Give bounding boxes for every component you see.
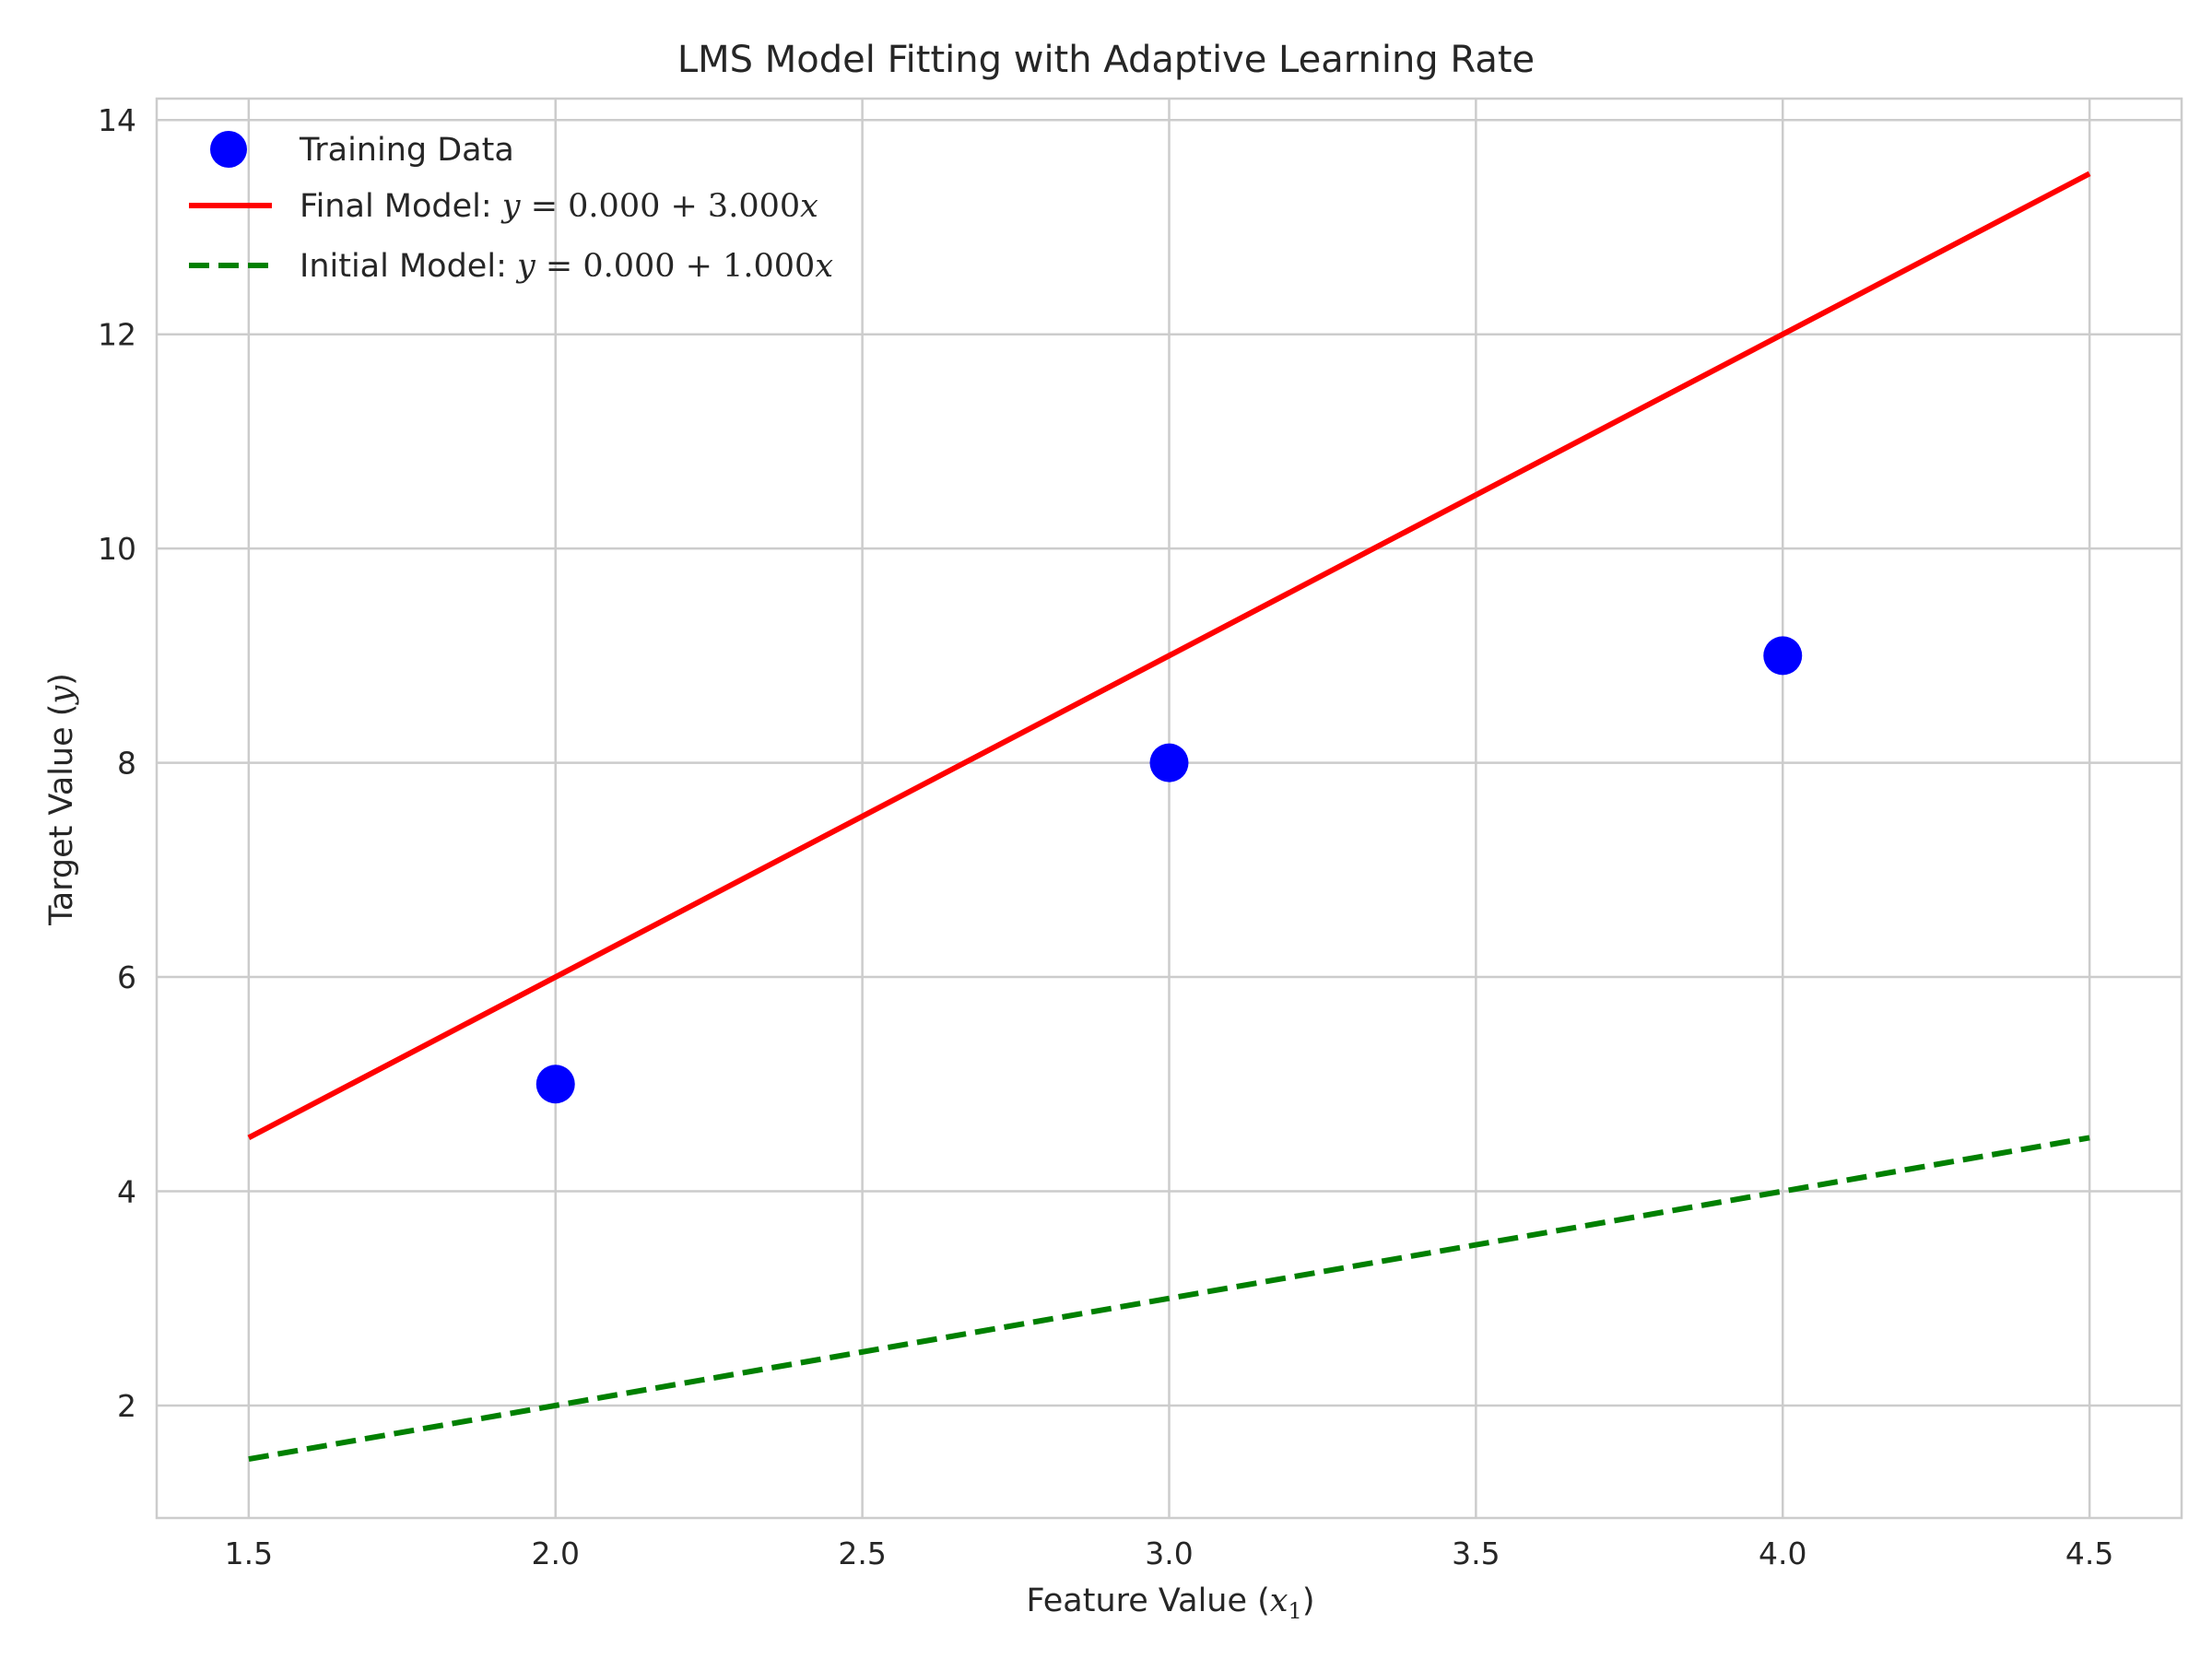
legend-initial-model-coeffs: 0.000 + 1.000	[582, 248, 815, 285]
x-axis-label: Feature Value (x1)	[1027, 1583, 1315, 1624]
legend-initial-model-eq: =	[535, 248, 583, 285]
y-axis-label-suffix: )	[43, 673, 80, 686]
x-tick-labels: 1.5 2.0 2.5 3.0 3.5 4.0 4.5	[225, 1535, 2114, 1571]
y-tick-label: 12	[98, 317, 136, 353]
y-tick-label: 2	[117, 1388, 136, 1424]
legend-final-model-coeffs: 0.000 + 3.000	[568, 188, 800, 225]
legend-marker-training-data	[210, 131, 247, 168]
legend-label-training-data: Training Data	[299, 132, 514, 169]
legend-initial-model-var: x	[815, 248, 833, 285]
legend: Training Data Final Model: y = 0.000 + 3…	[189, 131, 833, 285]
legend-initial-model-name: Initial Model	[300, 248, 496, 285]
x-tick-label: 3.0	[1145, 1535, 1193, 1571]
legend-final-model-eq: =	[521, 188, 569, 225]
y-tick-label: 10	[98, 531, 136, 567]
legend-initial-model-lhs: y	[515, 248, 536, 285]
y-tick-label: 4	[117, 1174, 136, 1210]
y-tick-label: 14	[98, 102, 136, 138]
training-data-point	[535, 1065, 575, 1104]
series-layer	[247, 171, 2091, 1463]
training-data-point	[1763, 636, 1803, 676]
y-axis-label-prefix: Target Value (	[43, 704, 80, 926]
legend-final-model-var: x	[800, 188, 818, 225]
x-tick-label: 1.5	[225, 1535, 273, 1571]
plot-area-frame	[155, 97, 2183, 1520]
legend-final-model-lhs: y	[500, 188, 522, 225]
y-tick-labels: 2 4 6 8 10 12 14	[98, 102, 136, 1424]
legend-label-final-model: Final Model: y = 0.000 + 3.000x	[300, 188, 818, 225]
x-tick-label: 4.0	[1759, 1535, 1806, 1571]
x-axis-label-prefix: Feature Value (	[1027, 1583, 1270, 1619]
final-model-line	[247, 171, 2091, 1141]
legend-initial-model-colon: :	[496, 248, 517, 285]
x-tick-label: 2.5	[838, 1535, 886, 1571]
legend-final-model-colon: :	[481, 188, 502, 225]
y-axis-label: Target Value (y)	[43, 673, 80, 926]
x-axis-label-suffix: )	[1302, 1583, 1315, 1619]
y-tick-label: 8	[117, 746, 136, 782]
x-tick-label: 2.0	[532, 1535, 580, 1571]
training-data-point	[1149, 743, 1189, 782]
chart-title: LMS Model Fitting with Adaptive Learning…	[677, 39, 1535, 81]
y-tick-label: 6	[117, 959, 136, 995]
x-tick-label: 3.5	[1452, 1535, 1500, 1571]
initial-model-line	[248, 1135, 2090, 1463]
y-axis-label-variable: y	[43, 685, 80, 706]
x-axis-label-subscript: 1	[1288, 1598, 1302, 1624]
legend-label-initial-model: Initial Model: y = 0.000 + 1.000x	[300, 248, 833, 285]
legend-final-model-name: Final Model	[300, 188, 481, 225]
x-tick-label: 4.5	[2065, 1535, 2113, 1571]
x-axis-label-variable: x	[1270, 1583, 1288, 1619]
